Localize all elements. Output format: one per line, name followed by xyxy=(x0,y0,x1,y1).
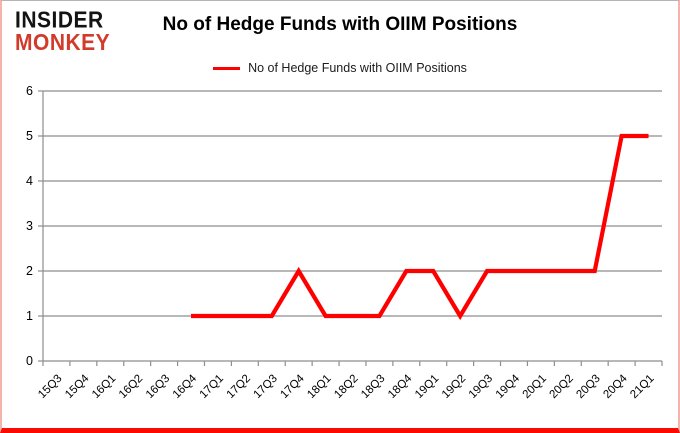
x-axis-label-20Q2: 20Q2 xyxy=(548,373,576,401)
legend-label: No of Hedge Funds with OIIM Positions xyxy=(248,61,467,75)
y-axis-label-1: 1 xyxy=(26,309,33,323)
y-axis-label-6: 6 xyxy=(26,84,33,98)
x-axis-label-19Q4: 19Q4 xyxy=(494,372,523,401)
logo-line-insider: INSIDER xyxy=(15,7,104,33)
x-axis-label-17Q3: 17Q3 xyxy=(251,373,279,401)
legend: No of Hedge Funds with OIIM Positions xyxy=(2,61,678,75)
x-axis-label-16Q1: 16Q1 xyxy=(90,373,118,401)
x-axis-label-16Q3: 16Q3 xyxy=(144,373,172,401)
logo-line-monkey: MONKEY xyxy=(15,30,111,55)
x-axis-label-17Q2: 17Q2 xyxy=(225,373,253,401)
page-title: No of Hedge Funds with OIIM Positions xyxy=(162,14,518,35)
y-axis-label-0: 0 xyxy=(26,354,33,368)
x-axis-label-19Q1: 19Q1 xyxy=(413,373,441,401)
x-axis-label-21Q1: 21Q1 xyxy=(628,373,656,401)
y-axis-label-5: 5 xyxy=(26,129,33,143)
y-axis-label-2: 2 xyxy=(26,264,33,278)
y-axis-label-4: 4 xyxy=(26,174,33,188)
x-axis-label-15Q3: 15Q3 xyxy=(36,373,64,401)
x-axis-label-19Q3: 19Q3 xyxy=(467,373,495,401)
x-axis-label-20Q3: 20Q3 xyxy=(574,373,602,401)
legend-line-swatch xyxy=(213,66,241,70)
x-axis-label-19Q2: 19Q2 xyxy=(440,373,468,401)
x-axis-label-18Q3: 18Q3 xyxy=(359,373,387,401)
x-axis-label-16Q4: 16Q4 xyxy=(171,372,200,401)
series-line xyxy=(191,133,649,321)
x-axis-label-16Q2: 16Q2 xyxy=(117,373,145,401)
x-axis-label-15Q4: 15Q4 xyxy=(63,372,92,401)
x-axis-label-20Q1: 20Q1 xyxy=(521,373,549,401)
y-axis-label-3: 3 xyxy=(26,219,33,233)
x-axis-label-18Q1: 18Q1 xyxy=(305,373,333,401)
x-axis-label-18Q2: 18Q2 xyxy=(332,373,360,401)
x-axis-label-17Q4: 17Q4 xyxy=(278,372,307,401)
x-axis-label-17Q1: 17Q1 xyxy=(198,373,226,401)
x-axis-label-18Q4: 18Q4 xyxy=(386,372,415,401)
x-axis-label-20Q4: 20Q4 xyxy=(601,372,630,401)
insider-monkey-logo: INSIDER MONKEY xyxy=(15,7,111,55)
